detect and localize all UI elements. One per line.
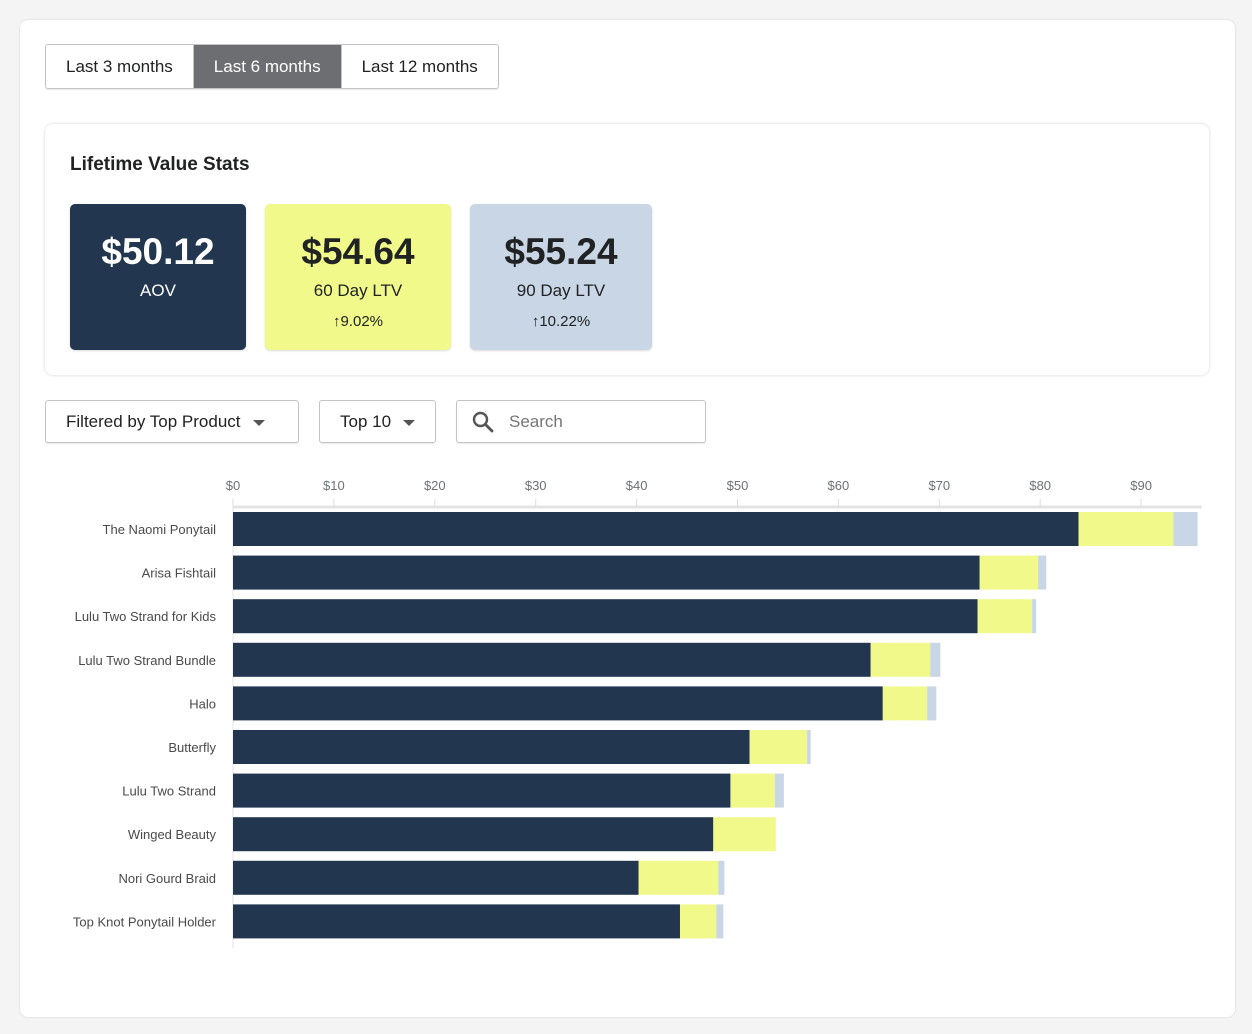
bar-segment-series-1 (233, 817, 714, 852)
category-label: Lulu Two Strand Bundle (78, 653, 216, 668)
category-label: Butterfly (168, 740, 216, 755)
bar-segment-series-3 (1032, 599, 1037, 634)
bar-segment-series-2 (638, 860, 719, 895)
bar-segment-series-2 (870, 642, 931, 677)
date-range-selector: Last 3 months Last 6 months Last 12 mont… (45, 44, 499, 89)
ltv-bar-chart: $0 $10 $20 $30 $40 $50 $60 $70 $80 $90 The Naomi P… (73, 478, 1202, 948)
bar-segment-series-1 (233, 904, 680, 939)
ltv90-card: $55.24 90 Day LTV ↑10.22% (470, 204, 652, 350)
bar-segment-series-1 (233, 686, 883, 721)
x-tick-label: $80 (1029, 478, 1051, 493)
bar-segment-series-1 (233, 730, 750, 764)
bar-segment-series-2 (713, 817, 776, 852)
ltv90-label: 90 Day LTV (516, 281, 606, 300)
bar-segment-series-2 (979, 555, 1039, 590)
aov-card: $50.12 AOV (70, 204, 246, 350)
category-label: Winged Beauty (128, 827, 217, 842)
category-label: Nori Gourd Braid (118, 871, 216, 886)
category-label: Arisa Fishtail (142, 566, 217, 581)
bar-segment-series-2 (749, 730, 808, 764)
ltv60-change: ↑9.02% (332, 313, 384, 330)
x-tick-label: $60 (828, 478, 850, 493)
bar-segment-series-2 (882, 686, 928, 721)
tab-last-12-months[interactable]: Last 12 months (361, 57, 478, 76)
x-tick-label: $20 (424, 478, 446, 493)
bar-segment-series-3 (774, 773, 784, 808)
category-label: The Naomi Ponytail (103, 522, 217, 537)
aov-label: AOV (140, 281, 176, 300)
bar-segment-series-2 (679, 904, 717, 939)
top-n-dropdown[interactable]: Top 10 (319, 400, 436, 443)
search-icon (472, 411, 494, 432)
bar-segment-series-1 (233, 642, 871, 677)
bar-segment-series-3 (930, 642, 941, 677)
filter-label: Filtered by Top Product (66, 412, 241, 431)
search-box[interactable] (456, 400, 706, 443)
bar-segment-series-2 (1078, 512, 1174, 546)
aov-value: $50.12 (101, 231, 215, 272)
bar-segment-series-1 (233, 512, 1079, 546)
ltv90-value: $55.24 (504, 231, 618, 272)
bar-segment-series-1 (233, 773, 731, 808)
bar-segment-series-1 (233, 860, 639, 895)
tab-last-6-months[interactable]: Last 6 months (193, 45, 342, 88)
tab-last-3-months[interactable]: Last 3 months (46, 45, 194, 88)
category-label: Halo (189, 696, 216, 711)
x-tick-label: $0 (226, 478, 240, 493)
x-tick-label: $50 (727, 478, 749, 493)
bar-segment-series-3 (807, 730, 811, 764)
chevron-down-icon (252, 419, 265, 426)
bar-segment-series-3 (927, 686, 937, 721)
x-tick-label: $30 (525, 478, 547, 493)
stats-title: Lifetime Value Stats (70, 154, 250, 175)
ltv60-value: $54.64 (301, 231, 415, 272)
x-tick-label: $40 (626, 478, 648, 493)
ltv60-label: 60 Day LTV (313, 281, 403, 300)
bar-segment-series-2 (730, 773, 775, 808)
category-label: Top Knot Ponytail Holder (73, 914, 217, 929)
bar-segment-series-3 (1173, 512, 1198, 546)
lifetime-value-stats: Lifetime Value Stats $50.12 AOV $54.64 6… (45, 124, 1209, 375)
dashboard-card: Last 3 months Last 6 months Last 12 mont… (20, 20, 1235, 1017)
top-n-label: Top 10 (340, 412, 392, 431)
bar-segment-series-3 (1038, 555, 1047, 590)
search-input[interactable] (507, 410, 691, 433)
x-tick-label: $70 (928, 478, 950, 493)
x-tick-label: $10 (323, 478, 345, 493)
category-label: Lulu Two Strand (122, 784, 216, 799)
category-label: Lulu Two Strand for Kids (75, 609, 217, 624)
bar-segment-series-3 (718, 860, 725, 895)
filter-dropdown[interactable]: Filtered by Top Product (45, 400, 299, 443)
bar-segment-series-1 (233, 555, 980, 590)
bar-segment-series-3 (716, 904, 724, 939)
ltv60-card: $54.64 60 Day LTV ↑9.02% (265, 204, 451, 350)
bar-segment-series-2 (977, 599, 1033, 634)
x-tick-label: $90 (1130, 478, 1152, 493)
chevron-down-icon (403, 419, 416, 426)
ltv90-change: ↑10.22% (531, 313, 591, 330)
bar-segment-series-1 (233, 599, 978, 634)
